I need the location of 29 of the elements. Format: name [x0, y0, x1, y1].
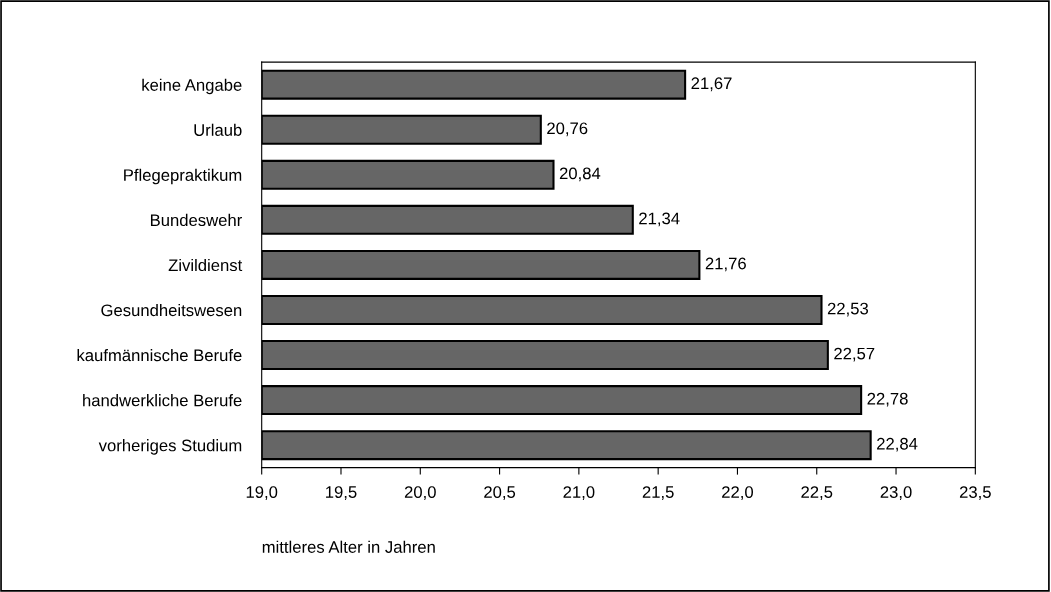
x-tick-label: 23,0 — [880, 486, 912, 500]
x-tick-label: 20,0 — [404, 486, 436, 500]
data-label: 22,78 — [867, 392, 908, 407]
data-label: 20,84 — [559, 167, 601, 182]
data-label: 22,57 — [834, 347, 875, 362]
y-tick-label: Zivildienst — [168, 258, 243, 272]
y-tick-label: Gesundheitswesen — [101, 303, 242, 317]
x-tick-label: 22,5 — [801, 486, 833, 500]
x-tick-label: 20,5 — [484, 486, 516, 500]
y-tick-label: kaufmännische Berufe — [77, 349, 242, 362]
data-label: 22,84 — [877, 437, 918, 452]
data-label: 20,76 — [547, 122, 588, 137]
y-tick-label: vorheriges Studium — [98, 439, 242, 455]
x-tick-label: 21,5 — [642, 486, 674, 500]
y-tick-label: Bundeswehr — [150, 213, 242, 227]
data-label: 21,67 — [691, 77, 732, 92]
x-axis-title: mittleres Alter in Jahren — [262, 540, 435, 553]
x-tick-label: 19,5 — [326, 486, 357, 500]
y-tick-label: handwerkliche Berufe — [83, 394, 242, 407]
x-tick-label: 19,0 — [246, 486, 278, 500]
x-tick-label: 22,0 — [722, 486, 754, 500]
x-tick-label: 21,0 — [563, 486, 595, 500]
data-label: 22,53 — [827, 302, 869, 317]
y-tick-label: Urlaub — [194, 123, 242, 136]
x-tick-label: 23,5 — [959, 486, 991, 500]
y-tick-label: Pflegepraktikum — [124, 168, 242, 185]
y-tick-label: keine Angabe — [142, 78, 242, 95]
data-label: 21,34 — [639, 212, 680, 227]
data-label: 21,76 — [705, 257, 746, 272]
